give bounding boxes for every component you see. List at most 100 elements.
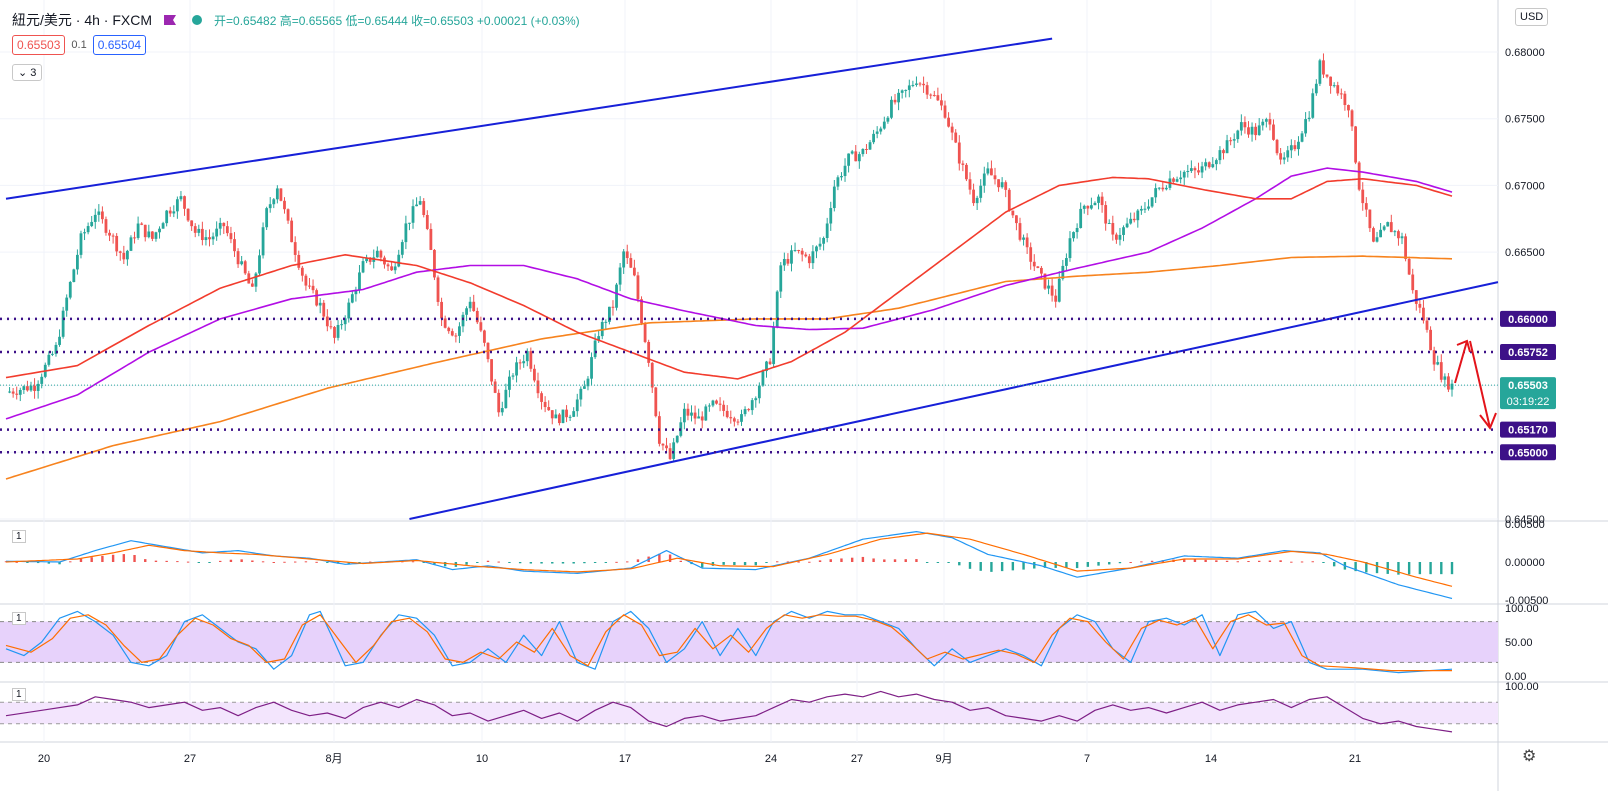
candle-body [1122,227,1125,235]
candle-body [108,232,111,236]
candle-body [58,336,61,345]
macd-histogram-bar [776,561,779,563]
ma-fast-line [5,176,1453,380]
macd-histogram-bar [304,561,308,563]
candle-body [1057,278,1061,302]
candles-group [8,53,1454,461]
arrow-down-head [1479,412,1497,431]
macd-histogram-bar [1225,560,1229,562]
candle-body [1300,133,1304,142]
candle-body [668,448,672,459]
candle-body [1261,121,1265,126]
candle-body [51,353,54,355]
macd-histogram-bar [1365,562,1368,573]
macd-histogram-bar [626,561,629,563]
candle-body [136,223,140,238]
candle-body [76,254,79,270]
macd-histogram-bar [465,562,468,565]
candle-body [279,188,283,201]
pane-stoch-label[interactable]: 1 [12,612,26,625]
currency-button[interactable]: USD [1515,8,1549,26]
candle-body [1182,171,1186,178]
macd-histogram-bar [572,562,575,564]
macd-histogram-bar [593,562,597,563]
candle-body [343,318,347,325]
candle-body [1250,126,1254,135]
candle-body [793,250,797,252]
pane-rsi-label[interactable]: 1 [12,688,26,701]
gear-icon[interactable]: ⚙ [1522,748,1537,765]
candle-body [1225,140,1229,154]
candle-body [615,284,618,308]
buy-price-button[interactable]: 0.65504 [92,35,147,55]
candle-body [786,258,790,264]
price-level-tag [1500,444,1556,461]
candle-body [26,386,29,391]
candle-body [300,267,304,276]
macd-histogram-bar [1450,562,1454,575]
candle-body [1164,187,1168,190]
macd-histogram-bar [1386,562,1389,574]
candle-body [700,416,704,421]
candle-body [829,208,833,224]
candle-body [843,165,847,177]
ohlc-readout: 开=0.65482 高=0.65565 低=0.65444 收=0.65503 … [214,13,580,28]
candle-body [1029,247,1033,262]
indicators-toggle[interactable]: ⌄ 3 [12,64,43,81]
candle-body [818,243,822,247]
candle-body [450,331,454,336]
candle-body [1307,117,1311,120]
candle-body [1157,187,1161,189]
sell-price-button[interactable]: 0.65503 [12,35,66,55]
candle-body [325,316,329,327]
candle-body [190,220,194,227]
candle-body [825,223,829,239]
candle-body [218,222,222,229]
symbol-title[interactable]: 紐元/美元 · 4h · FXCM [12,12,153,28]
macd-histogram-bar [315,561,318,563]
candle-body [186,208,190,221]
price-tick-label: 0.67000 [1505,180,1545,192]
flag-icon[interactable] [164,15,177,25]
candle-body [932,95,936,97]
candle-body [422,201,426,215]
candle-body [29,385,33,391]
candle-body [347,302,351,319]
candle-body [68,281,72,298]
arrow-up-stroke [1454,340,1468,384]
candle-body [1282,157,1286,160]
candle-body [997,179,1000,188]
pane-macd-label[interactable]: 1 [12,530,26,543]
macd-histogram-bar [1322,562,1325,563]
price-level-label: 0.65170 [1508,425,1548,437]
candle-body [750,400,754,411]
candle-body [258,255,261,274]
candle-body [93,214,97,222]
candle-body [418,201,422,205]
candle-body [61,310,65,337]
candle-body [397,254,401,267]
candle-body [1007,189,1011,211]
macd-histogram-bar [722,562,725,565]
candle-body [1289,145,1293,151]
candle-body [1257,125,1261,136]
macd-histogram-bar [1033,562,1036,569]
candle-body [1229,140,1233,142]
candle-body [886,117,890,122]
candle-body [554,414,558,419]
candle-body [1032,261,1036,267]
arrow-down-stroke [1469,340,1491,429]
macd-histogram-bar [786,561,790,563]
candle-body [1382,226,1386,230]
price-level-label: 0.66000 [1508,314,1548,326]
candle-body [1439,362,1443,380]
candle-body [918,83,922,85]
candle-body [500,408,504,413]
candle-body [222,222,226,227]
candle-body [772,326,776,365]
macd-histogram-bar [1011,562,1015,571]
candle-body [379,250,383,258]
candle-body [118,251,122,253]
candle-body [1332,85,1336,87]
